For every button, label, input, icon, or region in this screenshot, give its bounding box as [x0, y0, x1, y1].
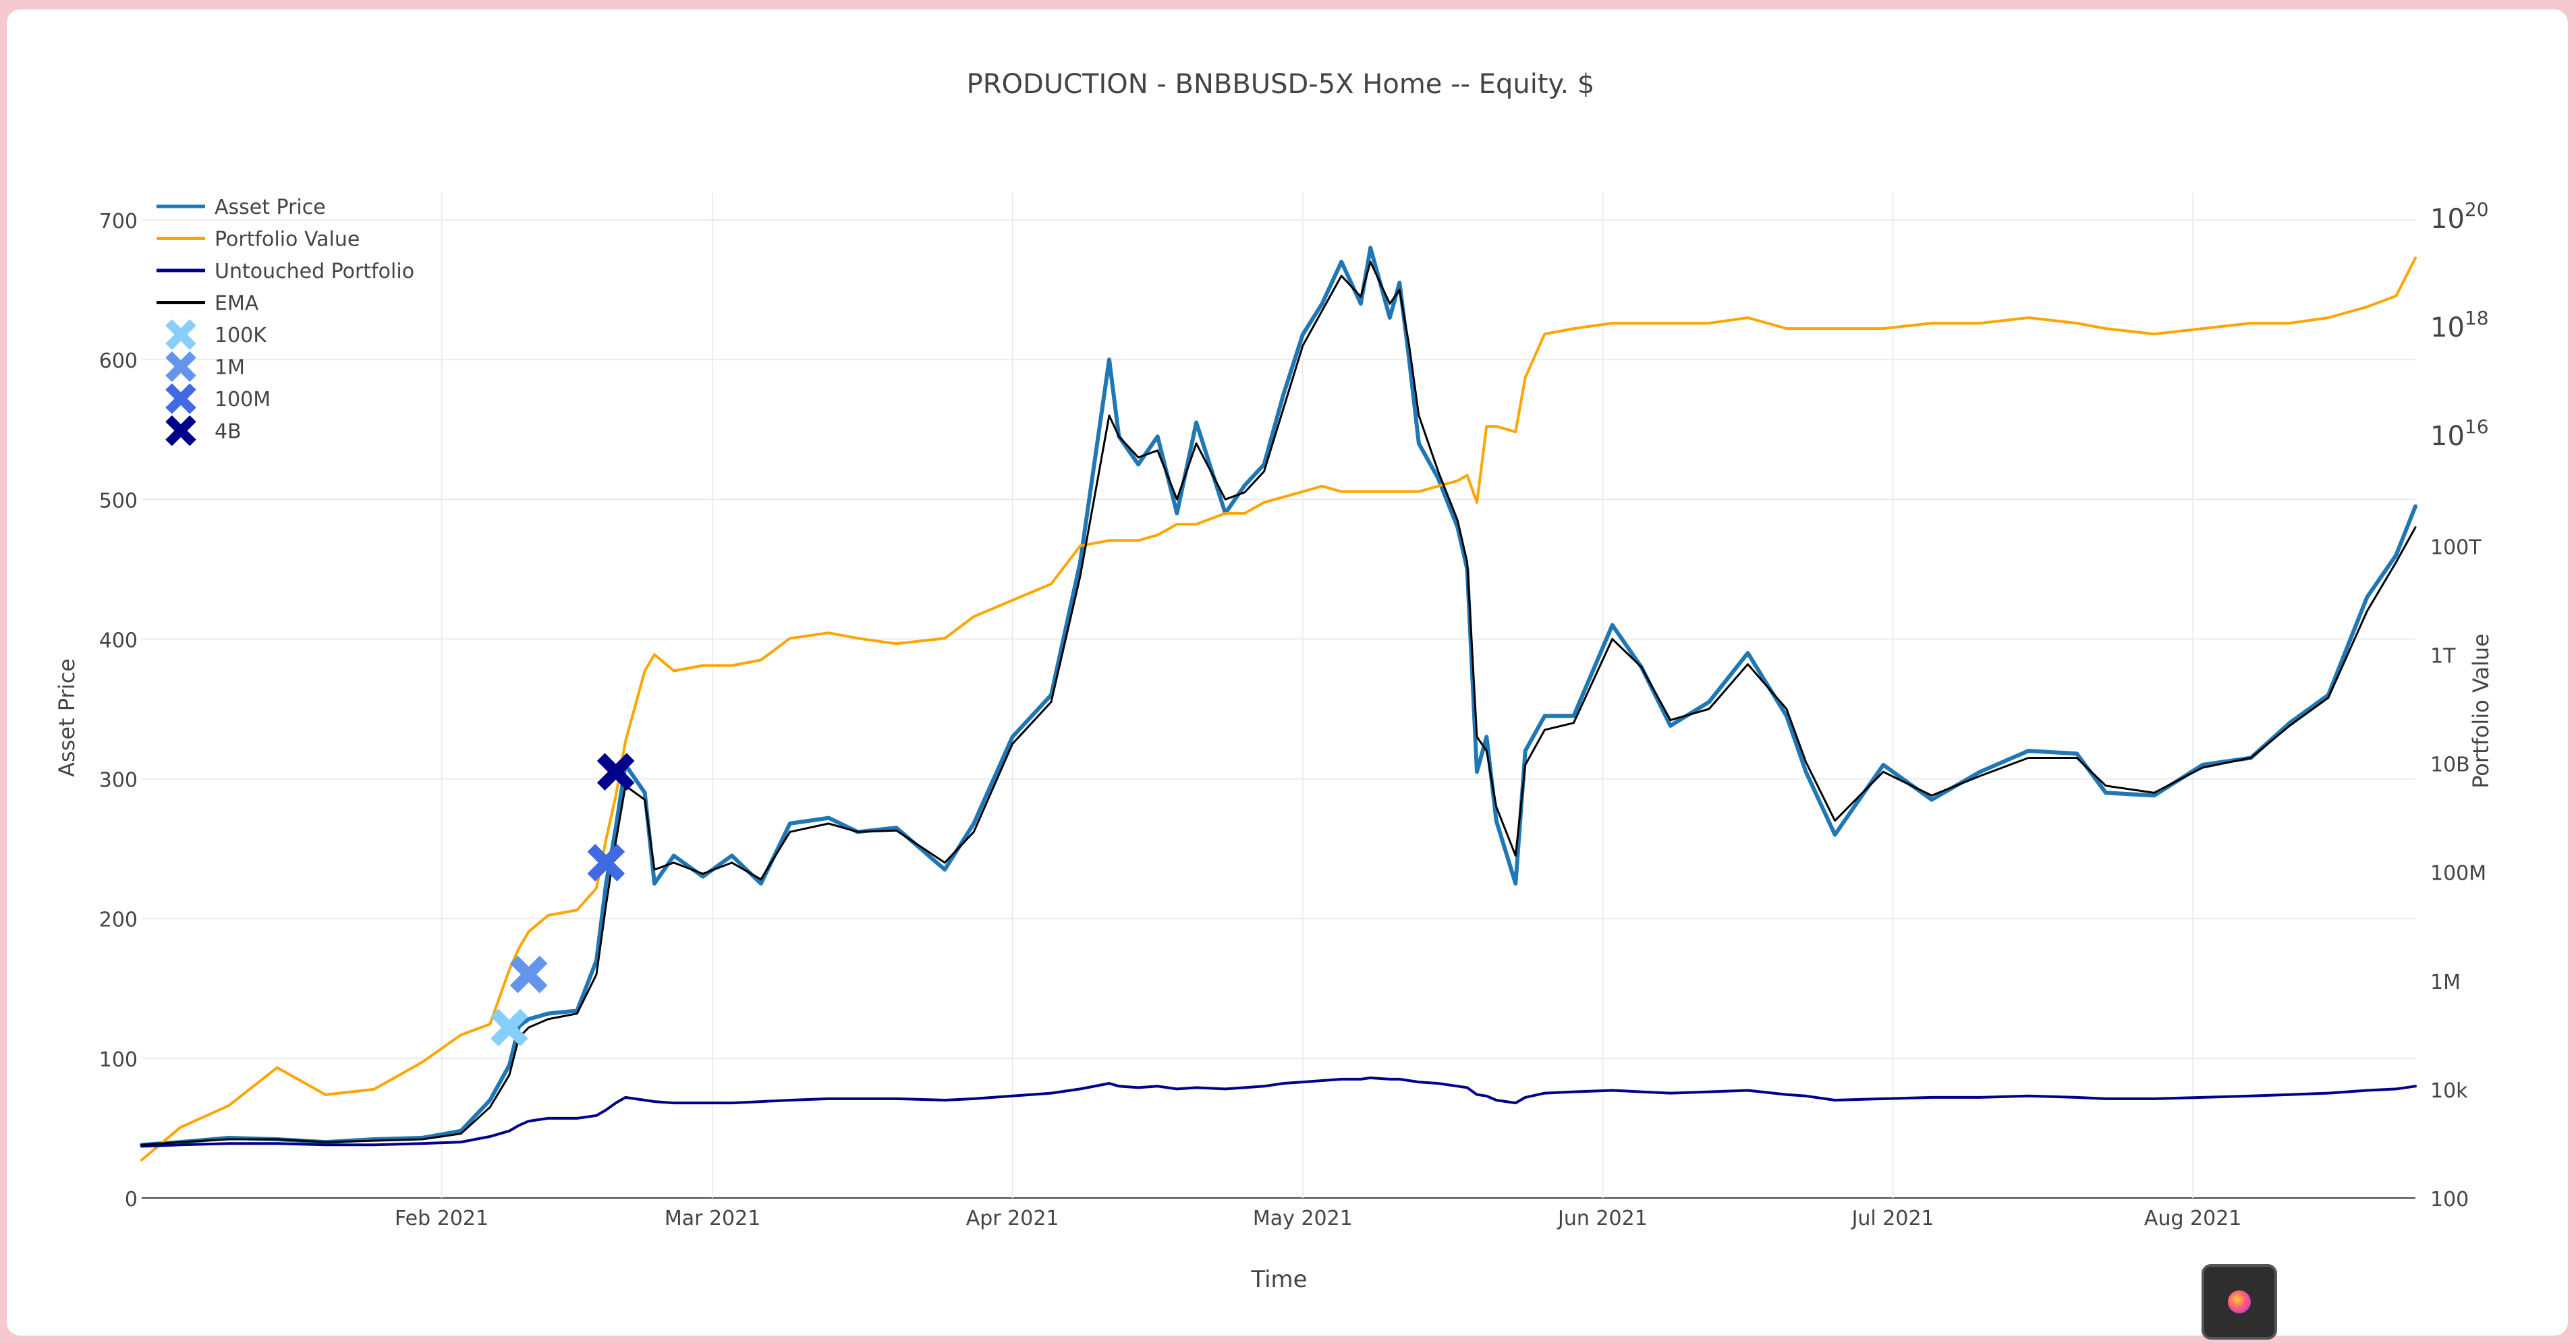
app-icon	[2228, 1290, 2251, 1313]
x-tick-label: Aug 2021	[2144, 1207, 2241, 1230]
floating-action-button[interactable]	[2202, 1264, 2277, 1340]
legend-item-asset-price[interactable]: Asset Price	[157, 196, 326, 219]
y2-axis-title: Portfolio Value	[2468, 633, 2494, 789]
y-tick-label: 500	[99, 489, 138, 513]
chart-card: PRODUCTION - BNBBUSD-5X Home -- Equity. …	[7, 9, 2568, 1340]
legend-swatch	[165, 383, 196, 414]
marker-100m	[587, 844, 625, 882]
legend-label: EMA	[215, 292, 259, 316]
y2-tick-label: 100M	[2430, 862, 2486, 886]
series-line-asset-price	[140, 246, 2417, 1147]
y2-tick-label: 10B	[2430, 753, 2470, 777]
legend-swatch	[165, 351, 196, 382]
legend-swatch	[165, 415, 196, 447]
legend-label: 1M	[215, 356, 245, 380]
axes: PRODUCTION - BNBBUSD-5X Home -- Equity. …	[54, 69, 2494, 1293]
y2-tick-label: 100	[2430, 1188, 2469, 1211]
y-tick-label: 0	[125, 1188, 138, 1211]
legend-item-untouched-portfolio[interactable]: Untouched Portfolio	[157, 260, 414, 283]
series-line-portfolio-value	[140, 256, 2417, 1162]
legend-label: Asset Price	[215, 196, 326, 219]
y-tick-label: 600	[99, 349, 138, 373]
y2-tick-label: 1020	[2430, 198, 2489, 235]
series-line-ema	[140, 260, 2417, 1146]
legend-item-4b[interactable]: 4B	[165, 415, 242, 447]
legend-label: 100M	[215, 388, 271, 411]
legend-item-1m[interactable]: 1M	[165, 351, 245, 382]
marker-1m	[509, 955, 548, 994]
x-tick-label: Jul 2021	[1851, 1207, 1934, 1230]
legend-item-100m[interactable]: 100M	[165, 383, 271, 414]
x-tick-label: Mar 2021	[665, 1207, 761, 1230]
legend-label: Untouched Portfolio	[215, 260, 414, 283]
legend-label: 100K	[215, 324, 267, 347]
y2-tick-label: 1018	[2430, 307, 2489, 343]
y2-tick-label: 1016	[2430, 416, 2489, 452]
series-line-untouched-portfolio	[140, 1076, 2417, 1148]
y2-tick-label: 10k	[2430, 1079, 2468, 1103]
chart: PRODUCTION - BNBBUSD-5X Home -- Equity. …	[54, 69, 2494, 1293]
legend-item-ema[interactable]: EMA	[157, 292, 259, 316]
legend: Asset Price Portfolio Value Untouched Port…	[157, 196, 414, 447]
y-tick-label: 200	[99, 909, 138, 932]
legend-label: 4B	[215, 420, 242, 444]
y-tick-label: 400	[99, 629, 138, 652]
x-axis-title: Time	[1250, 1266, 1307, 1293]
marker-100k	[491, 1008, 528, 1047]
y-tick-label: 700	[99, 210, 138, 233]
grid	[142, 193, 2415, 1199]
y2-tick-label: 100T	[2430, 536, 2482, 559]
y2-tick-label: 1M	[2430, 971, 2461, 994]
y-axis-title: Asset Price	[54, 658, 80, 777]
marker-4b	[596, 753, 635, 791]
legend-swatch	[165, 319, 196, 350]
y-tick-label: 100	[99, 1048, 138, 1072]
legend-label: Portfolio Value	[215, 228, 360, 252]
series	[140, 246, 2417, 1162]
chart-title: PRODUCTION - BNBBUSD-5X Home -- Equity. …	[967, 69, 1595, 100]
x-tick-label: May 2021	[1253, 1207, 1353, 1230]
x-tick-label: Jun 2021	[1557, 1207, 1648, 1230]
y2-tick-label: 1T	[2430, 644, 2456, 668]
x-tick-label: Apr 2021	[966, 1207, 1059, 1230]
x-tick-label: Feb 2021	[395, 1207, 488, 1230]
legend-item-100k[interactable]: 100K	[165, 319, 267, 350]
legend-item-portfolio-value[interactable]: Portfolio Value	[157, 228, 360, 252]
y-tick-label: 300	[99, 769, 138, 793]
markers	[491, 753, 635, 1047]
